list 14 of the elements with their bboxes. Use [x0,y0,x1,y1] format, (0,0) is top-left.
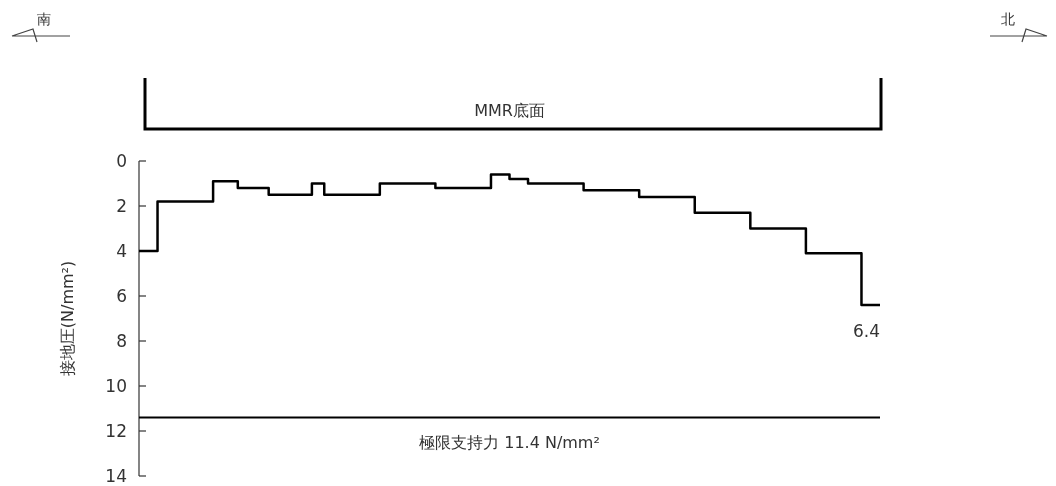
y-tick-label: 14 [105,466,127,486]
text: 北 [1001,11,1015,27]
text: MMR底面 [474,101,545,120]
text: 南 [37,11,51,27]
y-tick-label: 12 [105,421,127,441]
y-tick-label: 8 [116,331,127,351]
y-tick-label: 2 [116,196,127,216]
y-axis-title: 接地圧(N/mm²) [58,260,77,377]
y-tick-label: 6 [116,286,127,306]
y-tick-label: 0 [116,151,127,171]
ref-line-label: 極限支持力 11.4 N/mm² [419,432,600,452]
annotation: 6.4 [852,321,880,341]
y-tick-label: 10 [105,376,127,396]
y-tick-label: 4 [116,241,127,261]
